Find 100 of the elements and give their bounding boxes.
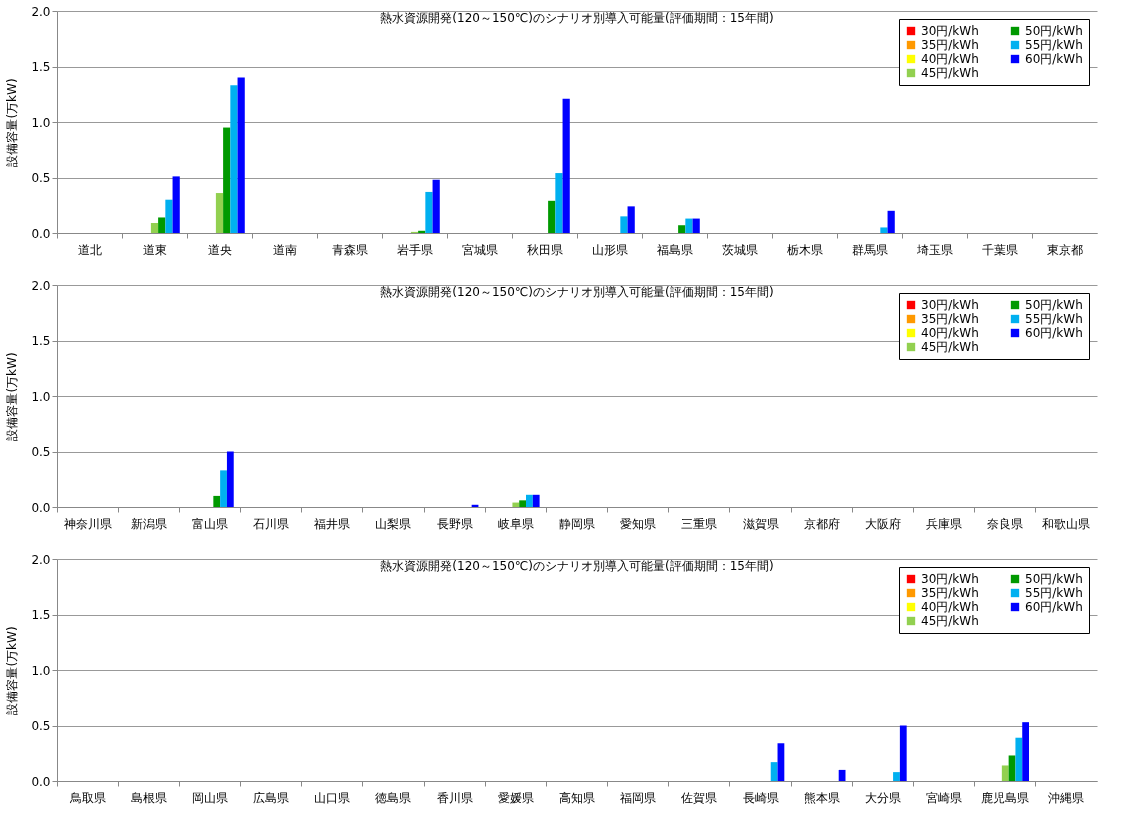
x-tick-label: 愛知県 <box>620 516 657 531</box>
legend-label: 40円/kWh <box>921 326 979 340</box>
x-tick-label: 和歌山県 <box>1042 516 1091 531</box>
x-tick-label: 石川県 <box>253 516 290 531</box>
bar <box>685 218 693 233</box>
x-tick-label: 山形県 <box>591 242 628 257</box>
legend-label: 35円/kWh <box>921 586 979 600</box>
chart-title: 熱水資源開発(120～150℃)のシナリオ別導入可能量(評価期間：15年間) <box>380 559 774 573</box>
x-tick-label: 愛媛県 <box>497 790 534 805</box>
bar <box>172 176 180 233</box>
bar <box>158 217 166 233</box>
x-tick-label: 滋賀県 <box>742 516 779 531</box>
y-axis-title: 設備容量(万kW) <box>5 626 20 715</box>
legend-label: 45円/kWh <box>921 614 979 628</box>
x-tick-label: 栃木県 <box>786 242 823 257</box>
x-tick-label: 道北 <box>77 242 102 257</box>
legend-label: 30円/kWh <box>921 24 979 38</box>
bar <box>226 451 234 507</box>
x-tick-label: 道央 <box>207 242 232 257</box>
bar <box>1008 755 1016 781</box>
x-tick-label: 岩手県 <box>396 242 433 257</box>
bar <box>165 199 173 233</box>
bar <box>215 193 224 233</box>
y-tick-label: 0.0 <box>31 774 51 789</box>
x-tick-label: 福岡県 <box>620 790 657 805</box>
x-tick-label: 千葉県 <box>981 242 1018 257</box>
bar <box>562 98 570 233</box>
y-tick-label: 0.0 <box>31 226 51 241</box>
x-tick-label: 京都府 <box>803 516 840 531</box>
bar <box>627 206 635 233</box>
x-tick-label: 道東 <box>142 242 167 257</box>
legend-label: 40円/kWh <box>921 52 979 66</box>
y-tick-label: 0.5 <box>31 445 51 459</box>
x-tick-label: 福井県 <box>314 516 351 531</box>
bar <box>770 762 778 781</box>
x-tick-label: 島根県 <box>130 790 167 805</box>
legend-label: 50円/kWh <box>1025 572 1083 586</box>
y-tick-label: 2.0 <box>31 278 51 293</box>
bar <box>519 500 527 507</box>
bar <box>899 725 907 781</box>
y-tick-label: 2.0 <box>31 552 51 567</box>
y-tick-label: 0.5 <box>31 719 51 733</box>
bar <box>512 502 520 507</box>
legend-label: 50円/kWh <box>1025 24 1083 38</box>
x-tick-label: 山口県 <box>314 790 351 805</box>
y-tick-label: 1.0 <box>31 663 51 678</box>
x-tick-label: 大分県 <box>864 790 901 805</box>
bar <box>880 227 888 233</box>
x-tick-label: 広島県 <box>253 790 290 805</box>
x-tick-label: 静岡県 <box>559 516 595 531</box>
bar <box>692 218 700 233</box>
x-tick-label: 沖縄県 <box>1048 790 1085 805</box>
x-tick-label: 富山県 <box>191 516 228 531</box>
x-tick-label: 高知県 <box>559 790 595 805</box>
legend-label: 60円/kWh <box>1025 326 1083 340</box>
legend-label: 55円/kWh <box>1025 38 1083 52</box>
legend-label: 55円/kWh <box>1025 312 1083 326</box>
bar <box>220 470 227 507</box>
bar <box>555 173 563 233</box>
x-tick-label: 福島県 <box>656 242 693 257</box>
bar <box>432 179 440 233</box>
bar <box>213 495 221 507</box>
x-tick-label: 神奈川県 <box>63 516 112 531</box>
bar <box>887 210 895 233</box>
y-tick-label: 1.0 <box>31 115 51 130</box>
x-tick-label: 群馬県 <box>851 242 888 257</box>
chart-title: 熱水資源開発(120～150℃)のシナリオ別導入可能量(評価期間：15年間) <box>380 285 774 299</box>
y-tick-label: 0.5 <box>31 171 51 185</box>
x-tick-label: 茨城県 <box>721 242 758 257</box>
bar <box>237 77 245 233</box>
legend-label: 35円/kWh <box>921 312 979 326</box>
legend-label: 50円/kWh <box>1025 298 1083 312</box>
x-tick-label: 奈良県 <box>987 516 1024 531</box>
x-tick-label: 香川県 <box>436 790 473 805</box>
x-tick-label: 岐阜県 <box>497 516 534 531</box>
legend-label: 40円/kWh <box>921 600 979 614</box>
y-tick-label: 1.5 <box>31 608 51 622</box>
y-tick-label: 1.5 <box>31 334 51 348</box>
legend-label: 30円/kWh <box>921 572 979 586</box>
x-tick-label: 岡山県 <box>191 790 228 805</box>
bar <box>223 127 231 233</box>
bar <box>678 225 686 233</box>
x-tick-label: 長崎県 <box>742 790 779 805</box>
x-tick-label: 三重県 <box>681 516 718 531</box>
x-tick-label: 鳥取県 <box>68 790 106 805</box>
x-tick-label: 鹿児島県 <box>981 790 1030 805</box>
bar <box>230 85 238 233</box>
y-tick-label: 1.0 <box>31 389 51 404</box>
x-tick-label: 宮崎県 <box>926 790 963 805</box>
legend-label: 55円/kWh <box>1025 586 1083 600</box>
x-tick-label: 徳島県 <box>375 790 412 805</box>
legend-label: 45円/kWh <box>921 66 979 80</box>
x-tick-label: 山梨県 <box>375 516 412 531</box>
x-tick-label: 長野県 <box>436 516 473 531</box>
legend-label: 45円/kWh <box>921 340 979 354</box>
bar <box>1022 722 1030 781</box>
x-tick-label: 宮城県 <box>461 242 498 257</box>
bar <box>548 200 556 233</box>
x-tick-label: 埼玉県 <box>915 242 953 257</box>
bar <box>1001 765 1009 781</box>
